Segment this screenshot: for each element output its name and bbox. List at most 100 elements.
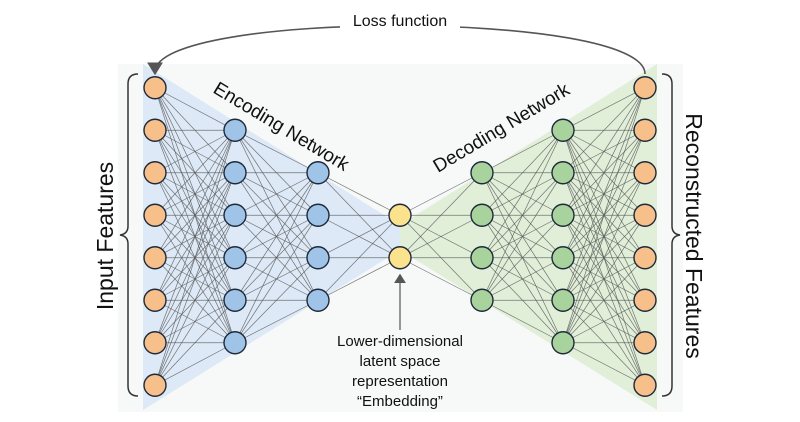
- input-node: [143, 76, 167, 100]
- connections: [154, 87, 646, 386]
- loss-label-bg: [340, 8, 460, 32]
- connection-edge: [154, 129, 236, 174]
- neurons: [143, 76, 657, 397]
- connection-edge: [234, 172, 319, 258]
- connection-edge: [234, 257, 319, 343]
- input-node: [143, 161, 167, 185]
- connection-edge: [154, 257, 236, 386]
- connection-edge: [234, 172, 319, 301]
- connection-edge: [234, 172, 319, 343]
- encoder-hidden-1-node: [223, 331, 247, 355]
- connection-edge: [399, 214, 483, 259]
- encoder-hidden-2-node: [306, 161, 330, 185]
- connection-edge: [154, 172, 236, 386]
- connection-edge: [481, 130, 564, 216]
- decoder-hidden-1-node: [470, 288, 494, 312]
- connection-edge: [399, 172, 483, 258]
- connection-edge: [562, 87, 646, 173]
- connection-edge: [562, 87, 646, 216]
- encoder-hidden-1-node: [223, 203, 247, 227]
- connection-edge: [481, 299, 564, 344]
- decoder-hidden-1-node: [470, 203, 494, 227]
- reconstructed-features-label: Reconstructed Features: [681, 113, 707, 358]
- connection-edge: [562, 87, 646, 301]
- connection-edge: [234, 299, 319, 344]
- connection-edge: [562, 342, 646, 386]
- connection-edge: [399, 172, 483, 216]
- connection-edge: [481, 130, 564, 258]
- connection-edge: [154, 130, 236, 258]
- output-node: [633, 331, 657, 355]
- connection-edge: [399, 257, 483, 301]
- input-node: [143, 373, 167, 397]
- input-brace: [119, 73, 139, 397]
- input-node: [143, 246, 167, 270]
- encoder-hidden-1-node: [223, 161, 247, 185]
- input-node: [143, 288, 167, 312]
- encoder-hidden-2-node: [306, 288, 330, 312]
- latent-caption-line-3: representation: [352, 373, 448, 390]
- encoder-hidden-1-node: [223, 288, 247, 312]
- encoder-hidden-2-node: [306, 246, 330, 270]
- encoder-hidden-2-node: [306, 203, 330, 227]
- connection-edge: [234, 172, 319, 216]
- connection-edge: [154, 130, 236, 386]
- decoder-hidden-1-node: [470, 161, 494, 185]
- decoder-hidden-2-node: [551, 246, 575, 270]
- connection-edge: [154, 87, 236, 131]
- connection-edge: [154, 130, 236, 216]
- input-node: [143, 331, 167, 355]
- output-node: [633, 246, 657, 270]
- connection-edge: [481, 129, 564, 174]
- latent-node: [388, 246, 412, 270]
- latent-node: [388, 203, 412, 227]
- output-node: [633, 373, 657, 397]
- connection-edge: [481, 257, 564, 301]
- encoder-hidden-1-node: [223, 118, 247, 142]
- decoder-region: [400, 64, 657, 410]
- connection-edge: [154, 130, 236, 301]
- connection-edge: [481, 130, 564, 301]
- decoder-hidden-2-node: [551, 118, 575, 142]
- connection-edge: [481, 215, 564, 301]
- output-node: [633, 161, 657, 185]
- output-node: [633, 288, 657, 312]
- connection-edge: [317, 214, 401, 259]
- connection-edge: [154, 342, 236, 386]
- decoder-hidden-2-node: [551, 161, 575, 185]
- decoder-hidden-2-node: [551, 203, 575, 227]
- latent-caption-line-2: latent space: [360, 353, 441, 370]
- input-node: [143, 118, 167, 142]
- connection-edge: [562, 130, 646, 343]
- decoder-hidden-2-node: [551, 331, 575, 355]
- connection-edge: [562, 172, 646, 343]
- encoder-region: [143, 64, 400, 410]
- latent-caption-line-4: “Embedding”: [357, 393, 443, 410]
- connection-edge: [562, 87, 646, 343]
- input-features-label: Input Features: [92, 162, 118, 310]
- decoder-hidden-2-node: [551, 288, 575, 312]
- output-node: [633, 76, 657, 100]
- latent-caption-line-1: Lower-dimensional: [337, 333, 463, 350]
- connection-edge: [317, 257, 401, 301]
- connection-edge: [317, 172, 401, 216]
- connection-edge: [234, 129, 319, 174]
- output-node: [633, 118, 657, 142]
- connection-edge: [154, 300, 236, 386]
- decoder-hidden-1-node: [470, 246, 494, 270]
- input-node: [143, 203, 167, 227]
- connection-edge: [481, 172, 564, 301]
- connection-edge: [562, 257, 646, 343]
- connection-edge: [317, 215, 401, 301]
- output-brace: [661, 73, 681, 397]
- connection-edge: [562, 299, 646, 344]
- connection-edge: [562, 87, 646, 258]
- connection-edge: [154, 215, 236, 386]
- connection-edge: [154, 130, 236, 343]
- output-node: [633, 203, 657, 227]
- encoder-hidden-1-node: [223, 246, 247, 270]
- connection-edge: [562, 215, 646, 343]
- connection-edge: [234, 215, 319, 343]
- connection-edge: [562, 87, 646, 131]
